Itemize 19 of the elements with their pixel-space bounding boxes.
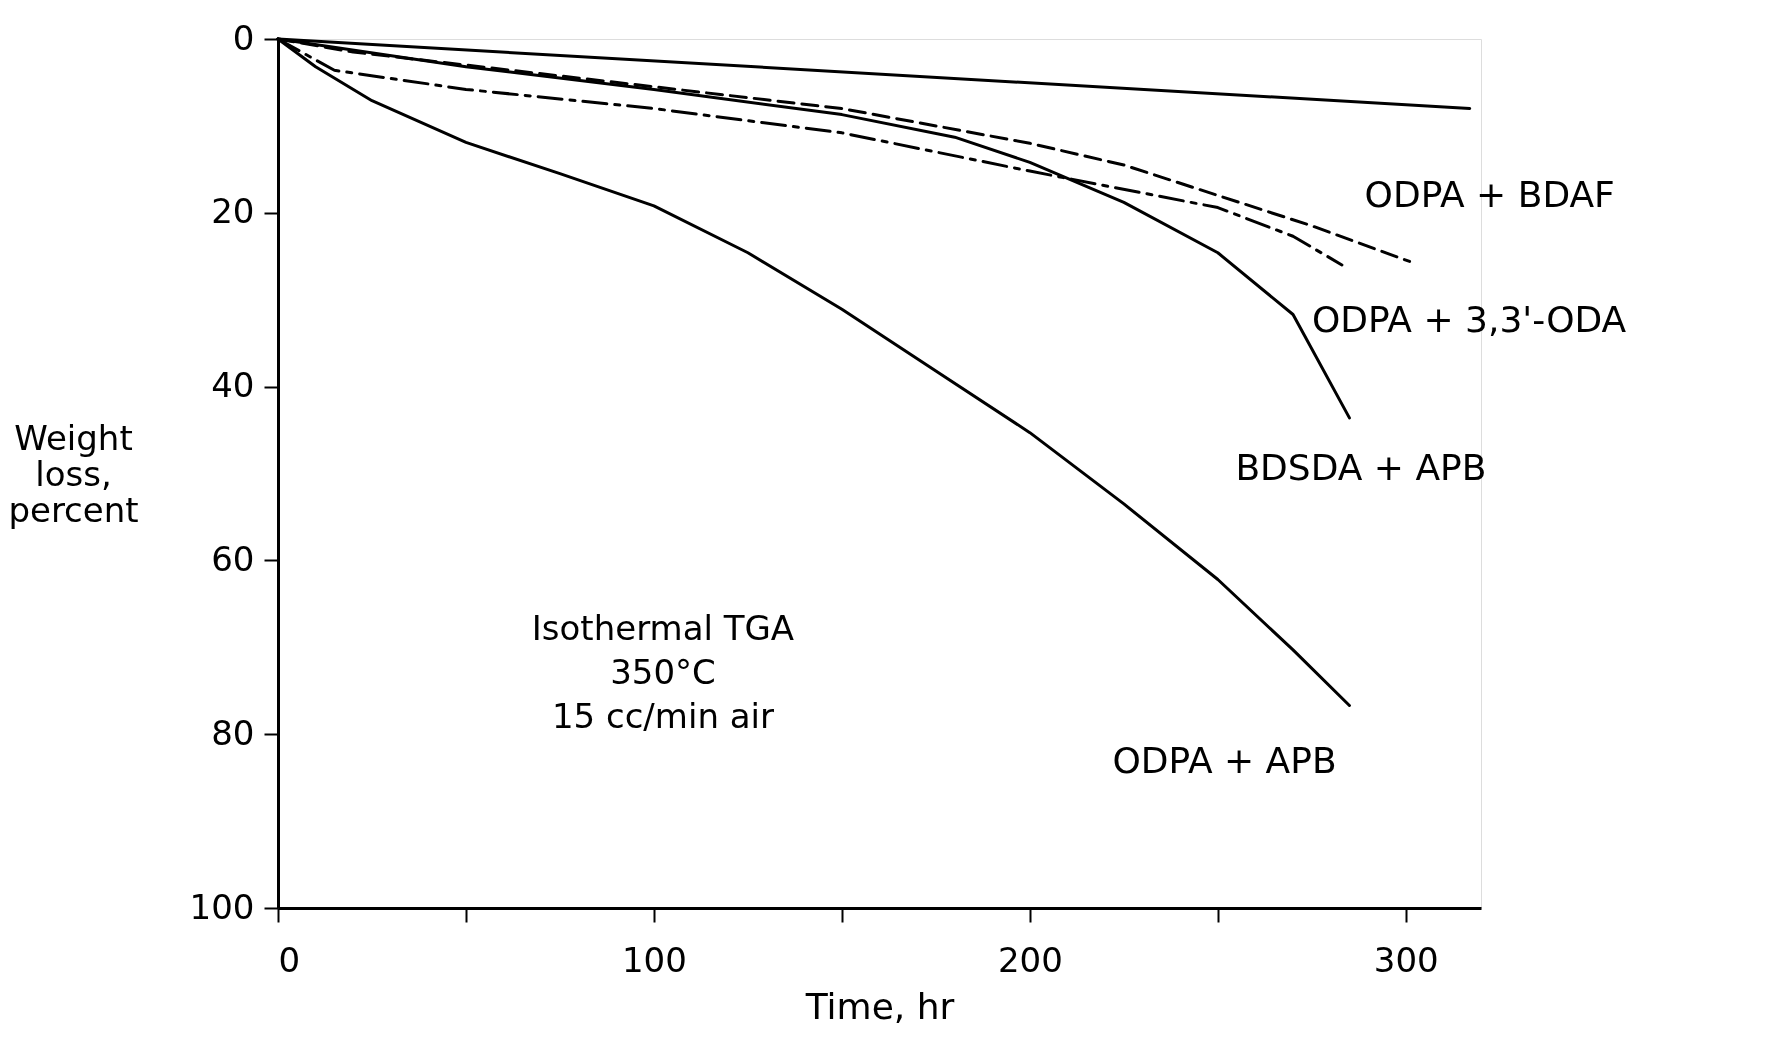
series-label: BDSDA + APB (1235, 446, 1487, 488)
series-label: ODPA + APB (1112, 739, 1337, 781)
y-tick-label: 100 (189, 886, 255, 927)
y-tick-label: 20 (211, 191, 255, 232)
x-tick-label: 300 (1373, 939, 1439, 980)
y-tick-label: 40 (211, 365, 255, 406)
y-tick-label: 0 (232, 17, 255, 58)
annotation: 15 cc/min air (551, 695, 775, 736)
x-tick-label: 200 (997, 939, 1063, 980)
x-tick-label: 0 (278, 939, 301, 980)
x-axis-title: Time, hr (804, 985, 955, 1027)
y-tick-label: 60 (211, 538, 255, 579)
annotation: 350°C (610, 651, 716, 692)
series-label: ODPA + 3,3'-ODA (1311, 298, 1627, 340)
y-tick-label: 80 (211, 712, 255, 753)
y-axis-title: Weight loss, percent (8, 417, 139, 530)
x-tick-label: 100 (621, 939, 687, 980)
annotation: Isothermal TGA (531, 607, 795, 648)
series-label: ODPA + BDAF (1364, 174, 1615, 216)
